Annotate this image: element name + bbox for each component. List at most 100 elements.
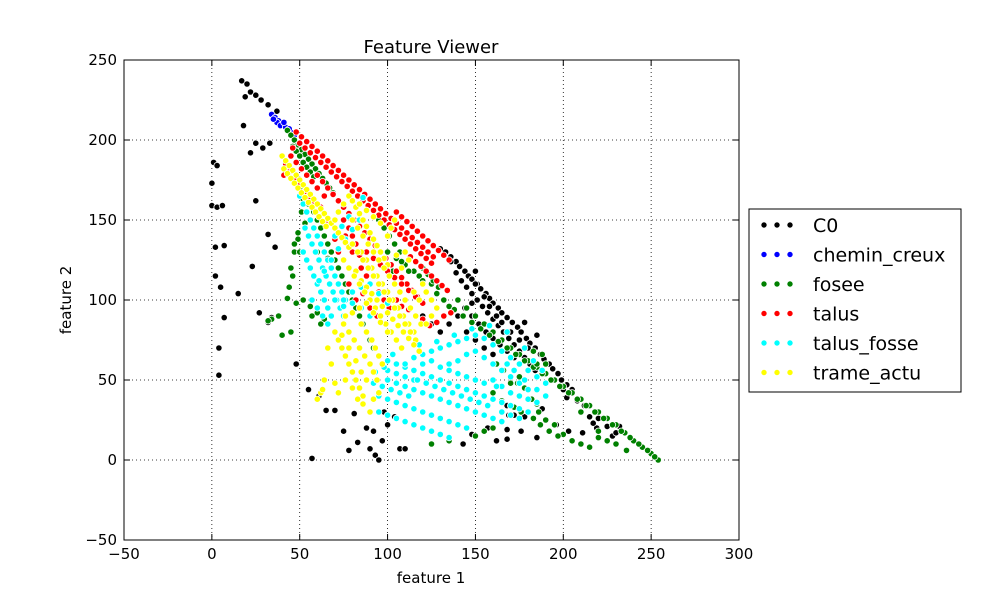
- data-point-talus: [413, 227, 421, 235]
- data-point-c0: [522, 334, 531, 342]
- data-point-talus-fosse: [317, 240, 325, 248]
- data-point-fosee: [338, 272, 346, 280]
- data-point-talus: [345, 176, 353, 184]
- data-point-fosee: [594, 427, 603, 435]
- data-point-trame-actu: [406, 328, 414, 336]
- data-point-talus: [348, 232, 356, 240]
- data-point-talus: [396, 230, 404, 238]
- data-point-talus-fosse: [450, 331, 458, 339]
- data-point-talus: [413, 238, 421, 246]
- legend-marker-chemin-creux: [760, 251, 768, 258]
- data-point-fosee: [536, 421, 545, 429]
- data-point-trame-actu: [348, 368, 356, 376]
- data-point-c0: [492, 312, 501, 320]
- data-point-c0: [215, 344, 223, 352]
- x-tick-label: −50: [108, 545, 140, 563]
- data-point-talus-fosse: [301, 224, 309, 232]
- data-point-talus-fosse: [524, 366, 532, 374]
- data-point-c0: [271, 243, 279, 251]
- data-point-talus-fosse: [329, 288, 337, 296]
- data-point-fosee: [440, 296, 448, 304]
- data-point-trame-actu: [357, 368, 365, 376]
- data-point-talus: [318, 152, 327, 160]
- data-point-talus-fosse: [503, 328, 511, 336]
- data-point-trame-actu: [405, 256, 413, 264]
- data-point-trame-actu: [308, 203, 316, 211]
- data-point-trame-actu: [338, 234, 346, 242]
- data-point-talus-fosse: [515, 379, 524, 387]
- data-point-trame-actu: [355, 384, 364, 392]
- data-point-talus-fosse: [489, 376, 497, 384]
- x-tick-label: 300: [725, 545, 754, 563]
- data-point-trame-actu: [345, 360, 353, 368]
- data-point-c0: [498, 309, 506, 317]
- data-point-talus: [440, 312, 448, 320]
- data-point-talus-fosse: [315, 256, 323, 264]
- data-point-c0: [461, 267, 469, 275]
- data-point-talus: [392, 208, 400, 216]
- data-point-fosee: [292, 299, 300, 307]
- data-point-talus-fosse: [334, 280, 342, 288]
- data-point-c0: [354, 438, 362, 446]
- x-axis-label: feature 1: [397, 569, 465, 587]
- data-point-talus-fosse: [480, 353, 488, 362]
- data-point-trame-actu: [345, 344, 353, 352]
- data-point-trame-actu: [339, 320, 348, 328]
- data-point-c0: [503, 313, 511, 322]
- data-point-c0: [369, 427, 378, 435]
- data-point-c0: [484, 309, 492, 317]
- data-point-trame-actu: [422, 320, 430, 328]
- data-point-talus: [296, 139, 304, 147]
- data-point-trame-actu: [359, 256, 367, 264]
- data-point-fosee: [554, 432, 562, 440]
- data-point-fosee: [635, 440, 643, 448]
- data-point-c0: [308, 454, 316, 462]
- data-point-trame-actu: [410, 341, 418, 349]
- data-point-trame-actu: [290, 179, 298, 187]
- data-point-trame-actu: [341, 376, 349, 384]
- data-point-talus: [338, 178, 346, 186]
- data-point-trame-actu: [299, 181, 307, 189]
- data-point-fosee: [289, 272, 297, 280]
- data-point-fosee: [433, 289, 441, 298]
- data-point-trame-actu: [322, 222, 330, 230]
- data-point-trame-actu: [405, 334, 413, 342]
- data-point-c0: [383, 421, 392, 429]
- data-point-c0: [362, 424, 371, 432]
- data-point-talus-fosse: [485, 321, 494, 330]
- legend-frame: [748, 208, 962, 393]
- data-point-c0: [217, 283, 225, 291]
- data-point-talus-fosse: [492, 382, 501, 390]
- data-point-trame-actu: [331, 224, 339, 232]
- data-point-talus-fosse: [410, 366, 418, 374]
- data-point-trame-actu: [433, 304, 441, 312]
- data-point-talus-fosse: [448, 389, 457, 397]
- data-point-talus: [433, 318, 441, 326]
- data-point-fosee: [471, 432, 479, 440]
- data-point-talus-fosse: [310, 224, 318, 232]
- data-point-trame-actu: [412, 312, 420, 320]
- data-point-c0: [462, 283, 471, 291]
- data-point-c0: [211, 272, 219, 280]
- data-point-fosee: [283, 294, 291, 302]
- data-point-talus: [308, 142, 316, 150]
- data-point-talus-fosse: [489, 341, 497, 349]
- data-point-talus-fosse: [327, 312, 335, 320]
- data-point-talus-fosse: [445, 379, 453, 387]
- data-point-c0: [494, 304, 502, 312]
- legend-label-fosee: fosee: [813, 274, 865, 296]
- data-point-chemin-creux: [280, 118, 288, 127]
- data-point-talus-fosse: [327, 264, 335, 272]
- legend-label-talus: talus: [813, 304, 859, 326]
- data-point-trame-actu: [359, 392, 367, 400]
- data-point-talus-fosse: [392, 360, 400, 368]
- data-point-trame-actu: [380, 288, 388, 296]
- data-point-talus-fosse: [306, 264, 314, 272]
- data-point-trame-actu: [369, 235, 378, 243]
- data-point-talus: [297, 165, 306, 173]
- data-point-c0: [452, 269, 460, 277]
- data-point-c0: [459, 440, 467, 448]
- data-point-c0: [471, 267, 479, 275]
- data-point-c0: [252, 139, 260, 147]
- data-point-talus: [429, 242, 437, 250]
